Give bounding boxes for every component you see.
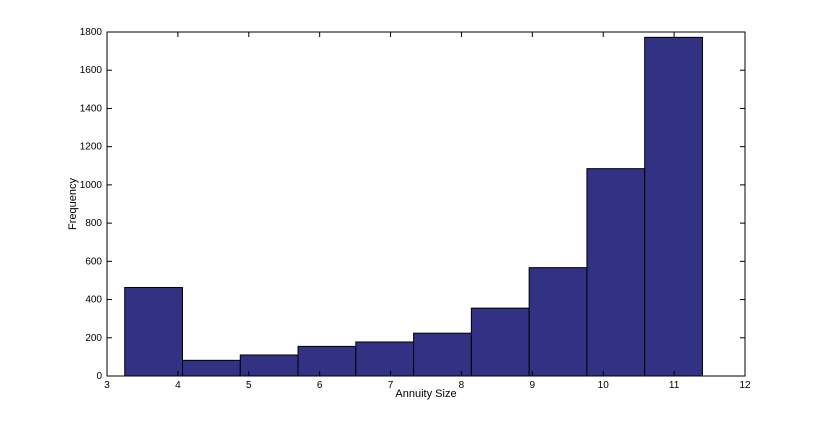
y-tick-label: 600 — [85, 256, 102, 267]
y-tick-label: 1000 — [80, 180, 103, 191]
x-axis-ticks: 3 4 5 6 7 8 9 10 11 12 — [104, 32, 751, 391]
x-tick-label: 5 — [246, 380, 252, 391]
y-tick-label: 1400 — [80, 103, 103, 114]
x-tick-label: 10 — [598, 380, 610, 391]
x-tick-label: 3 — [104, 380, 110, 391]
y-axis-ticks: 0 200 400 600 800 1000 1200 1400 1600 1800 — [80, 27, 745, 382]
histogram-bar — [413, 332, 472, 377]
x-tick-label: 9 — [530, 380, 536, 391]
y-tick-label: 200 — [85, 333, 102, 344]
histogram-bar — [181, 359, 241, 377]
histogram-bar — [528, 267, 588, 377]
x-tick-label: 12 — [739, 380, 751, 391]
x-tick-label: 8 — [459, 380, 465, 391]
y-tick-label: 0 — [96, 371, 102, 382]
histogram-bar — [355, 341, 415, 377]
x-tick-label: 6 — [317, 380, 323, 391]
histogram-bar — [470, 307, 530, 377]
histogram-bar — [124, 287, 183, 377]
x-tick-label: 4 — [175, 380, 181, 391]
histogram-bar — [586, 168, 646, 377]
x-axis-label: Annuity Size — [395, 388, 456, 400]
bars-group — [124, 36, 703, 377]
x-tick-label: 11 — [669, 380, 680, 391]
x-tick-label: 7 — [388, 380, 394, 391]
y-tick-label: 800 — [85, 218, 102, 229]
histogram-bar — [297, 345, 357, 377]
y-tick-label: 1600 — [80, 65, 103, 76]
y-axis-label: Frequency — [67, 178, 79, 230]
y-tick-label: 1200 — [80, 142, 103, 153]
y-tick-label: 400 — [85, 295, 102, 306]
y-tick-label: 1800 — [80, 27, 103, 38]
histogram-bar — [644, 36, 703, 377]
